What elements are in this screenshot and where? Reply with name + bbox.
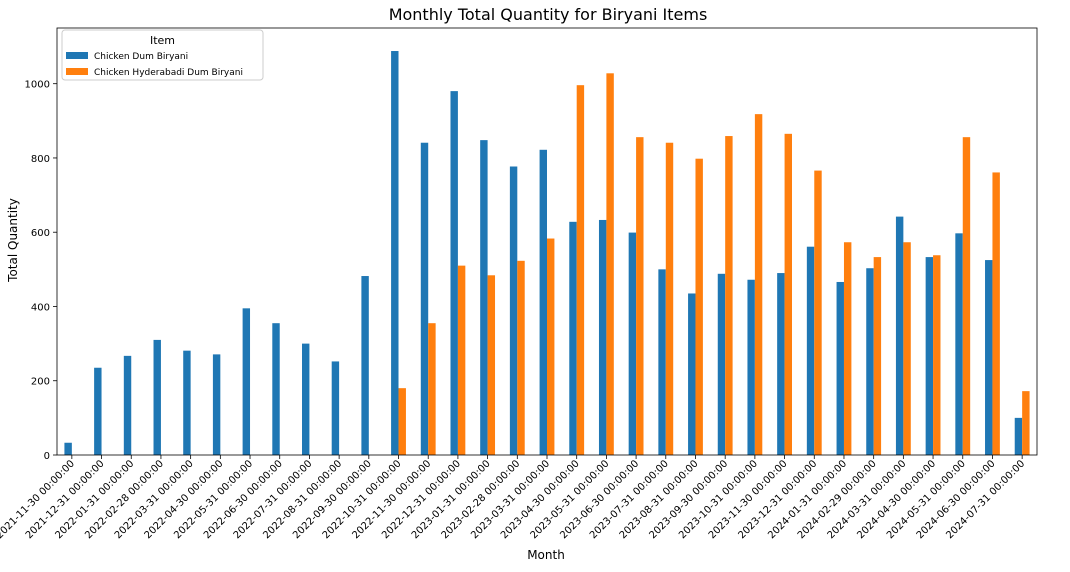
legend-swatch-1 — [66, 68, 88, 75]
bar-chicken-hyderabadi-dum-biryani-19 — [636, 137, 644, 455]
bar-chicken-dum-biryani-3 — [153, 339, 161, 455]
bar-chicken-dum-biryani-9 — [331, 361, 340, 455]
y-tick-label: 200 — [31, 377, 50, 388]
bar-chicken-hyderabadi-dum-biryani-27 — [873, 257, 882, 455]
bar-chicken-dum-biryani-28 — [895, 216, 904, 455]
x-axis-label: Month — [527, 548, 565, 562]
y-axis-label: Total Quantity — [6, 198, 20, 283]
bar-chicken-dum-biryani-23 — [747, 279, 755, 455]
bar-chicken-dum-biryani-27 — [866, 268, 874, 455]
bar-chicken-hyderabadi-dum-biryani-14 — [487, 275, 496, 455]
bar-chicken-hyderabadi-dum-biryani-12 — [428, 323, 436, 455]
bar-chicken-dum-biryani-6 — [242, 308, 251, 455]
bar-chicken-dum-biryani-11 — [391, 51, 399, 456]
legend-label-0: Chicken Dum Biryani — [94, 52, 188, 62]
bar-chicken-dum-biryani-16 — [539, 149, 547, 456]
bar-chicken-hyderabadi-dum-biryani-13 — [457, 265, 466, 455]
bar-chicken-dum-biryani-19 — [628, 232, 637, 455]
bar-chicken-hyderabadi-dum-biryani-26 — [843, 242, 852, 455]
bar-chicken-dum-biryani-15 — [509, 166, 518, 455]
bar-chicken-dum-biryani-13 — [450, 91, 458, 456]
bar-chicken-dum-biryani-30 — [955, 233, 963, 455]
bar-chicken-dum-biryani-29 — [925, 257, 934, 455]
bar-chicken-dum-biryani-14 — [480, 140, 488, 455]
bars-group — [64, 51, 1030, 456]
legend: Item Chicken Dum Biryani Chicken Hyderabad… — [61, 29, 264, 81]
bar-chicken-hyderabadi-dum-biryani-25 — [814, 170, 822, 455]
bar-chicken-hyderabadi-dum-biryani-11 — [398, 388, 406, 455]
y-tick-label: 400 — [31, 302, 50, 313]
bar-chicken-dum-biryani-4 — [183, 350, 191, 455]
bar-chicken-hyderabadi-dum-biryani-22 — [725, 136, 733, 456]
bar-chicken-dum-biryani-12 — [420, 142, 429, 456]
bar-chicken-hyderabadi-dum-biryani-28 — [903, 242, 911, 455]
bar-chicken-dum-biryani-21 — [688, 293, 696, 455]
y-tick-label: 600 — [31, 228, 50, 239]
bar-chicken-hyderabadi-dum-biryani-32 — [1022, 391, 1030, 455]
y-tick-label: 800 — [31, 154, 50, 165]
bar-chicken-dum-biryani-22 — [717, 273, 726, 455]
bar-chicken-dum-biryani-17 — [569, 221, 577, 455]
bar-chicken-dum-biryani-25 — [806, 246, 815, 455]
bar-chicken-dum-biryani-24 — [777, 273, 785, 455]
bar-chicken-hyderabadi-dum-biryani-18 — [606, 73, 614, 456]
y-tick-label: 0 — [44, 451, 50, 462]
bar-chicken-hyderabadi-dum-biryani-24 — [784, 133, 792, 455]
bar-chicken-dum-biryani-20 — [658, 269, 666, 455]
chart-title: Monthly Total Quantity for Biryani Items — [389, 5, 708, 24]
bar-chicken-hyderabadi-dum-biryani-16 — [547, 238, 555, 455]
bar-chicken-hyderabadi-dum-biryani-17 — [576, 85, 585, 456]
legend-label-1: Chicken Hyderabadi Dum Biryani — [94, 68, 243, 78]
bar-chicken-dum-biryani-18 — [598, 219, 607, 455]
bar-chicken-hyderabadi-dum-biryani-21 — [695, 158, 703, 455]
bar-chicken-dum-biryani-5 — [212, 354, 221, 455]
legend-swatch-0 — [66, 52, 88, 59]
bar-chicken-dum-biryani-8 — [302, 343, 310, 455]
bar-chicken-dum-biryani-31 — [985, 260, 993, 455]
bar-chicken-hyderabadi-dum-biryani-20 — [665, 142, 674, 456]
bar-chicken-dum-biryani-0 — [64, 442, 72, 455]
bar-chicken-hyderabadi-dum-biryani-30 — [962, 137, 971, 455]
bar-chicken-dum-biryani-26 — [836, 281, 844, 455]
bar-chicken-dum-biryani-1 — [94, 367, 102, 455]
bar-chicken-hyderabadi-dum-biryani-23 — [754, 114, 763, 455]
legend-title: Item — [150, 34, 175, 47]
bar-chicken-dum-biryani-2 — [123, 355, 132, 455]
bar-chicken-hyderabadi-dum-biryani-29 — [933, 255, 941, 455]
bar-chicken-dum-biryani-10 — [361, 276, 369, 455]
bar-chicken-dum-biryani-7 — [272, 323, 280, 455]
legend-box — [61, 29, 264, 81]
bar-chicken-hyderabadi-dum-biryani-31 — [992, 172, 1000, 455]
y-tick-label: 1000 — [25, 80, 50, 91]
bar-chicken-dum-biryani-32 — [1014, 417, 1023, 455]
bar-chicken-hyderabadi-dum-biryani-15 — [517, 260, 525, 455]
